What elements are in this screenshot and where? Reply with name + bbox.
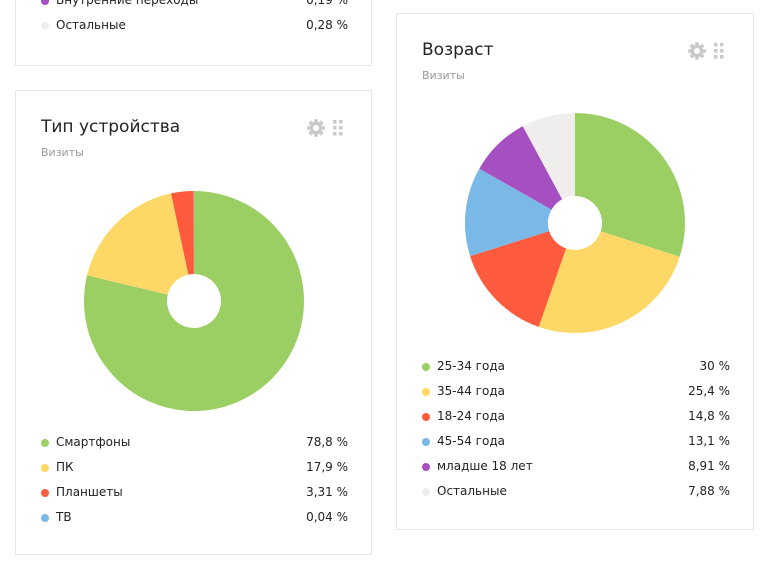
device-pie-svg [84, 191, 304, 411]
legend-item[interactable]: младше 18 лет 8,91 % [422, 454, 730, 479]
legend-color-dot [41, 464, 49, 472]
legend-color-dot [422, 488, 430, 496]
legend-label: Остальные [56, 18, 126, 32]
legend-value: 8,91 % [688, 459, 730, 473]
legend-label: Остальные [437, 484, 507, 498]
legend-label: младше 18 лет [437, 459, 533, 473]
card-tools [687, 41, 725, 61]
card-subtitle: Визиты [422, 69, 465, 82]
legend-value: 3,31 % [306, 485, 348, 499]
pie-slice[interactable] [465, 168, 552, 257]
legend-color-dot [41, 439, 49, 447]
legend-value: 0,04 % [306, 510, 348, 524]
gear-icon[interactable] [306, 118, 326, 138]
drag-handle-icon[interactable] [713, 42, 725, 60]
card-tools [306, 118, 344, 138]
legend-item[interactable]: 25-34 года 30 % [422, 354, 730, 379]
legend-value: 14,8 % [688, 409, 730, 423]
device-legend: Смартфоны 78,8 % ПК 17,9 % Планшеты 3,31 % ТВ 0… [41, 430, 348, 530]
legend-label: ПК [56, 460, 74, 474]
top-partial-legend: Внутренние переходы 0,19 % Остальные 0,2… [41, 0, 348, 38]
legend-value: 25,4 % [688, 384, 730, 398]
age-pie-svg [465, 113, 685, 333]
age-card: Возраст Визиты [396, 13, 754, 530]
legend-color-dot [422, 438, 430, 446]
pie-slice[interactable] [84, 191, 304, 411]
device-type-card: Тип устройства Визиты [15, 90, 372, 555]
card-subtitle: Визиты [41, 146, 84, 159]
legend-label: 18-24 года [437, 409, 505, 423]
legend-label: 25-34 года [437, 359, 505, 373]
card-title: Возраст [422, 40, 494, 60]
legend-item[interactable]: Внутренние переходы 0,19 % [41, 0, 348, 13]
legend-item[interactable]: 18-24 года 14,8 % [422, 404, 730, 429]
legend-item[interactable]: Смартфоны 78,8 % [41, 430, 348, 455]
legend-color-dot [41, 489, 49, 497]
legend-item[interactable]: Планшеты 3,31 % [41, 480, 348, 505]
age-pie-chart [464, 112, 686, 334]
pie-slice[interactable] [538, 231, 680, 333]
legend-value: 30 % [699, 359, 731, 373]
legend-item[interactable]: ТВ 0,04 % [41, 505, 348, 530]
legend-label: 35-44 года [437, 384, 505, 398]
pie-slice[interactable] [522, 113, 575, 200]
legend-color-dot [422, 363, 430, 371]
pie-slice[interactable] [479, 126, 563, 210]
gear-icon[interactable] [687, 41, 707, 61]
legend-label: Планшеты [56, 485, 123, 499]
legend-color-dot [41, 22, 49, 30]
legend-color-dot [422, 463, 430, 471]
legend-value: 0,28 % [306, 18, 348, 32]
card-title: Тип устройства [41, 117, 181, 137]
legend-label: ТВ [56, 510, 72, 524]
device-pie-chart [83, 190, 305, 412]
legend-item[interactable]: ПК 17,9 % [41, 455, 348, 480]
legend-value: 0,19 % [306, 0, 348, 7]
legend-value: 13,1 % [688, 434, 730, 448]
legend-color-dot [41, 514, 49, 522]
pie-slice[interactable] [87, 193, 189, 295]
pie-slice[interactable] [470, 231, 567, 327]
legend-item[interactable]: Остальные 7,88 % [422, 479, 730, 504]
legend-value: 78,8 % [306, 435, 348, 449]
legend-value: 17,9 % [306, 460, 348, 474]
pie-slice[interactable] [575, 113, 685, 257]
legend-item[interactable]: Остальные 0,28 % [41, 13, 348, 38]
legend-label: Внутренние переходы [56, 0, 199, 7]
legend-label: 45-54 года [437, 434, 505, 448]
pie-slice[interactable] [171, 191, 194, 275]
age-legend: 25-34 года 30 % 35-44 года 25,4 % 18-24 года… [422, 354, 730, 504]
legend-label: Смартфоны [56, 435, 131, 449]
drag-handle-icon[interactable] [332, 119, 344, 137]
legend-color-dot [41, 0, 49, 5]
legend-item[interactable]: 35-44 года 25,4 % [422, 379, 730, 404]
legend-value: 7,88 % [688, 484, 730, 498]
legend-color-dot [422, 388, 430, 396]
legend-item[interactable]: 45-54 года 13,1 % [422, 429, 730, 454]
top-partial-card: Внутренние переходы 0,19 % Остальные 0,2… [15, 0, 372, 66]
legend-color-dot [422, 413, 430, 421]
